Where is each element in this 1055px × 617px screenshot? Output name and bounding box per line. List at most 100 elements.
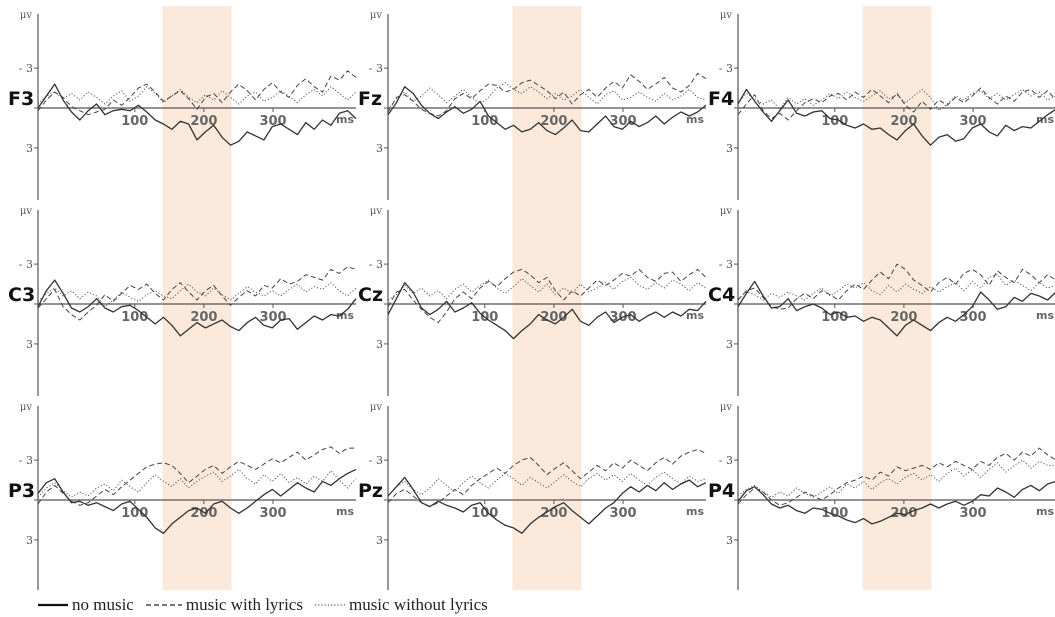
- panel-f4: μv - 3 3 100 200 300 ms F4: [708, 10, 1055, 200]
- y-unit-label: μv: [20, 402, 32, 413]
- series-no-music: [387, 476, 707, 534]
- series-music-with-lyrics: [387, 72, 707, 117]
- legend-swatch-dotted: [314, 604, 345, 606]
- y-tick-label: - 3: [719, 258, 733, 271]
- electrode-label: P3: [8, 480, 35, 502]
- electrode-label: Cz: [358, 284, 383, 306]
- y-unit-label: μv: [720, 402, 732, 413]
- x-tick-label: 200: [190, 506, 217, 521]
- y-tick-label: 3: [26, 338, 33, 351]
- x-tick-label: 100: [471, 506, 498, 521]
- legend-item-music-with-lyrics: music with lyrics: [145, 595, 303, 615]
- legend-label-music-with-lyrics: music with lyrics: [185, 595, 303, 614]
- legend-label-no-music: no music: [72, 595, 134, 614]
- x-tick-label: 100: [821, 114, 848, 129]
- series-music-without-lyrics: [387, 471, 707, 497]
- x-tick-label: 300: [259, 506, 286, 521]
- y-unit-label: μv: [720, 10, 732, 21]
- electrode-label: C3: [8, 284, 35, 306]
- y-tick-label: - 3: [719, 454, 733, 467]
- x-tick-label: 300: [959, 310, 986, 325]
- legend-item-no-music: no music: [38, 595, 134, 615]
- series-music-without-lyrics: [737, 274, 1055, 301]
- panel-pz: μv - 3 3 100 200 300 ms Pz: [358, 402, 707, 590]
- x-tick-label: 200: [890, 506, 917, 521]
- y-tick-label: 3: [376, 534, 383, 547]
- x-tick-label: 300: [259, 114, 286, 129]
- y-tick-label: - 3: [19, 258, 33, 271]
- series-music-with-lyrics: [387, 449, 707, 508]
- x-tick-label: 200: [190, 114, 217, 129]
- x-unit-label: ms: [686, 505, 704, 518]
- x-tick-label: 100: [121, 114, 148, 129]
- x-unit-label: ms: [1036, 309, 1054, 322]
- x-tick-label: 200: [190, 310, 217, 325]
- x-tick-label: 200: [540, 506, 567, 521]
- electrode-label: P4: [708, 480, 735, 502]
- x-unit-label: ms: [336, 309, 354, 322]
- series-no-music: [737, 481, 1055, 525]
- panel-f3: μv - 3 3 100 200 300 ms F3: [8, 10, 357, 200]
- series-no-music: [37, 83, 357, 146]
- electrode-label: Pz: [358, 480, 383, 502]
- x-tick-label: 300: [259, 310, 286, 325]
- legend-swatch-solid: [38, 603, 68, 607]
- x-unit-label: ms: [1036, 113, 1054, 126]
- x-tick-label: 100: [121, 310, 148, 325]
- series-music-with-lyrics: [37, 266, 357, 321]
- series-music-with-lyrics: [387, 268, 707, 324]
- panel-p3: μv - 3 3 100 200 300 ms P3: [8, 402, 357, 590]
- electrode-label: F4: [708, 88, 734, 110]
- series-no-music: [737, 88, 1055, 146]
- series-music-with-lyrics: [737, 263, 1055, 310]
- series-music-without-lyrics: [387, 82, 707, 110]
- y-tick-label: 3: [726, 142, 733, 155]
- x-tick-label: 100: [121, 506, 148, 521]
- series-music-without-lyrics: [37, 282, 357, 308]
- y-unit-label: μv: [370, 206, 382, 217]
- legend-label-music-without-lyrics: music without lyrics: [348, 595, 488, 614]
- x-tick-label: 200: [540, 310, 567, 325]
- panel-c4: μv - 3 3 100 200 300 ms C4: [708, 206, 1055, 396]
- x-unit-label: ms: [686, 309, 704, 322]
- x-tick-label: 300: [609, 506, 636, 521]
- series-no-music: [387, 86, 707, 136]
- y-tick-label: - 3: [19, 454, 33, 467]
- series-no-music: [387, 282, 707, 340]
- x-tick-label: 200: [890, 114, 917, 129]
- series-no-music: [37, 279, 357, 337]
- y-unit-label: μv: [370, 402, 382, 413]
- x-unit-label: ms: [336, 113, 354, 126]
- y-tick-label: - 3: [369, 454, 383, 467]
- x-tick-label: 200: [890, 310, 917, 325]
- series-music-with-lyrics: [37, 446, 356, 506]
- y-tick-label: 3: [376, 338, 383, 351]
- y-tick-label: 3: [26, 142, 33, 155]
- y-tick-label: 3: [726, 534, 733, 547]
- y-tick-label: - 3: [19, 62, 33, 75]
- x-unit-label: ms: [336, 505, 354, 518]
- x-tick-label: 300: [609, 114, 636, 129]
- y-tick-label: - 3: [719, 62, 733, 75]
- x-tick-label: 100: [471, 114, 498, 129]
- y-unit-label: μv: [20, 206, 32, 217]
- x-tick-label: 100: [821, 310, 848, 325]
- series-music-with-lyrics: [737, 87, 1055, 121]
- x-tick-label: 200: [540, 114, 567, 129]
- x-tick-label: 300: [959, 114, 986, 129]
- y-tick-label: - 3: [369, 62, 383, 75]
- y-tick-label: 3: [726, 338, 733, 351]
- series-music-without-lyrics: [37, 468, 357, 498]
- electrode-label: C4: [708, 284, 735, 306]
- electrode-label: Fz: [358, 88, 382, 110]
- series-no-music: [37, 468, 357, 534]
- panel-c3: μv - 3 3 100 200 300 ms C3: [8, 206, 357, 396]
- highlight-window-col-1: [162, 6, 232, 590]
- series-no-music: [737, 280, 1055, 337]
- x-tick-label: 300: [959, 506, 986, 521]
- legend-swatch-dashed: [145, 604, 182, 606]
- x-unit-label: ms: [686, 113, 704, 126]
